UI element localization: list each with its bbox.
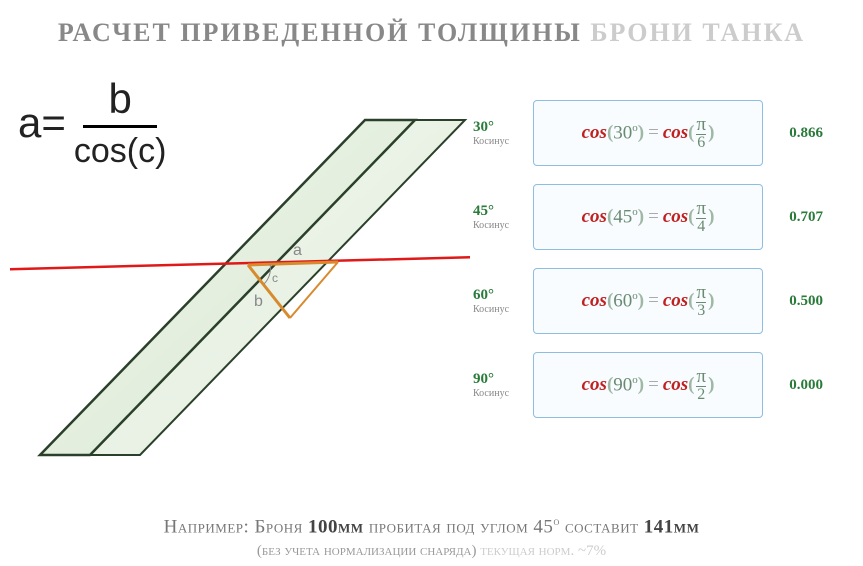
armor-diagram: a b c <box>10 60 470 480</box>
angle-sublabel: Косинус <box>473 388 525 399</box>
cosine-table: 30°Косинусcos(30o)=cos(π6)0.86645°Косину… <box>473 100 843 436</box>
footer-effective: 141мм <box>644 516 700 537</box>
angle-sublabel: Косинус <box>473 220 525 231</box>
example-footer-sub: (без учета нормализации снаряда) текущая… <box>0 543 863 560</box>
page-title: РАСЧЕТ ПРИВЕДЕННОЙ ТОЛЩИНЫ БРОНИ ТАНКА <box>0 18 863 48</box>
angle-degree: 45° <box>473 203 525 220</box>
footer-sub-main: (без учета нормализации снаряда) <box>257 543 477 559</box>
title-main: РАСЧЕТ ПРИВЕДЕННОЙ ТОЛЩИНЫ <box>58 18 582 47</box>
angle-degree: 90° <box>473 371 525 388</box>
angle-label: 60°Косинус <box>473 287 533 315</box>
angle-sublabel: Косинус <box>473 136 525 147</box>
cosine-expression-box: cos(90o)=cos(π2) <box>533 352 763 418</box>
footer-thickness: 100мм <box>308 516 364 537</box>
cosine-expression-box: cos(45o)=cos(π4) <box>533 184 763 250</box>
cosine-row: 60°Косинусcos(60o)=cos(π3)0.500 <box>473 268 843 334</box>
angle-label: 30°Косинус <box>473 119 533 147</box>
footer-mid: пробитая под углом 45 <box>364 516 554 537</box>
svg-text:c: c <box>272 271 278 285</box>
footer-sub-light: текущая норм. ~7% <box>476 543 606 559</box>
angle-degree: 60° <box>473 287 525 304</box>
cosine-row: 90°Косинусcos(90o)=cos(π2)0.000 <box>473 352 843 418</box>
cosine-expression-box: cos(60o)=cos(π3) <box>533 268 763 334</box>
cosine-row: 45°Косинусcos(45o)=cos(π4)0.707 <box>473 184 843 250</box>
cosine-value: 0.500 <box>763 293 823 310</box>
cosine-row: 30°Косинусcos(30o)=cos(π6)0.866 <box>473 100 843 166</box>
angle-degree: 30° <box>473 119 525 136</box>
cosine-value: 0.707 <box>763 209 823 226</box>
svg-text:a: a <box>293 242 302 259</box>
svg-text:b: b <box>254 293 263 310</box>
angle-label: 45°Косинус <box>473 203 533 231</box>
title-light: БРОНИ ТАНКА <box>590 18 805 47</box>
footer-mid2: составит <box>560 516 644 537</box>
angle-sublabel: Косинус <box>473 304 525 315</box>
cosine-expression-box: cos(30o)=cos(π6) <box>533 100 763 166</box>
footer-pre: Например: Броня <box>164 516 308 537</box>
example-footer: Например: Броня 100мм пробитая под углом… <box>0 514 863 538</box>
angle-label: 90°Косинус <box>473 371 533 399</box>
cosine-value: 0.000 <box>763 377 823 394</box>
cosine-value: 0.866 <box>763 125 823 142</box>
